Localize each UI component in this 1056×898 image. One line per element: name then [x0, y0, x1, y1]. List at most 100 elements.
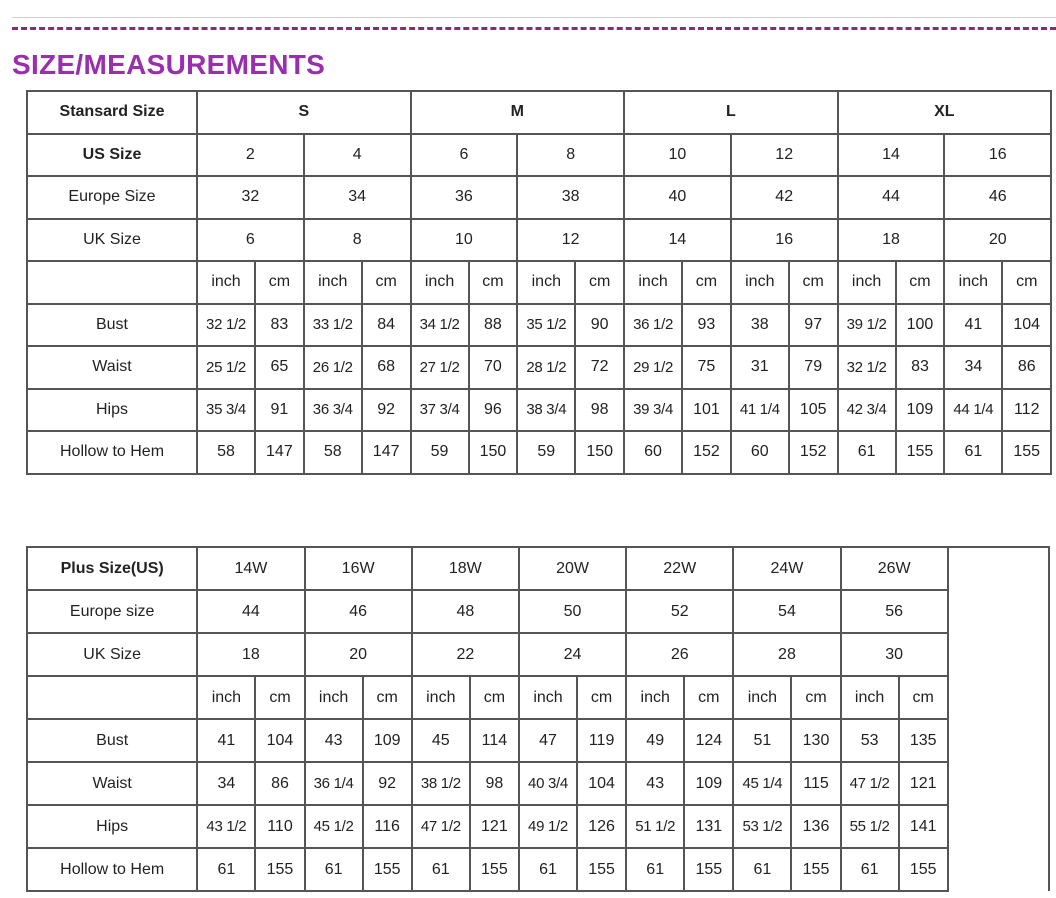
size-cell: 12: [729, 132, 839, 177]
measure-cell: 93: [681, 302, 732, 347]
units-row: inch cm inch cm inch cm inch cm inch cm inch cm inch…: [26, 260, 1053, 305]
measure-cell: 109: [894, 387, 946, 432]
size-cell: 4: [302, 132, 412, 177]
measure-cell: 43: [625, 761, 686, 806]
size-cell: 28: [732, 632, 842, 677]
size-cell: 44: [196, 589, 306, 634]
row-label: Waist: [26, 345, 198, 390]
measure-cell: 47 1/2: [839, 761, 900, 806]
measure-cell: 96: [467, 387, 519, 432]
size-cell: 8: [302, 217, 412, 262]
unit-inch: inch: [625, 675, 686, 720]
measure-cell: 41 1/4: [729, 387, 790, 432]
row-label: Bust: [25, 718, 199, 763]
measure-cell: 101: [681, 387, 732, 432]
measure-cell: 83: [254, 302, 305, 347]
size-cell: 30: [839, 632, 949, 677]
size-row: Europe Size 32 34 36 38 40 42 44 46: [26, 175, 1053, 220]
size-cell: 20: [943, 217, 1053, 262]
unit-inch: inch: [196, 260, 256, 305]
measure-cell: 121: [897, 761, 949, 806]
measure-cell: 47 1/2: [410, 804, 471, 849]
measure-cell: 155: [1001, 430, 1053, 475]
measure-cell: 32 1/2: [196, 302, 256, 347]
measure-cell: 130: [790, 718, 842, 763]
measure-cell: 115: [790, 761, 842, 806]
measure-cell: 43 1/2: [196, 804, 257, 849]
unit-inch: inch: [302, 260, 363, 305]
measure-cell: 68: [360, 345, 412, 390]
measure-cell: 58: [302, 430, 363, 475]
size-cell: 18: [196, 632, 306, 677]
unit-inch: inch: [196, 675, 257, 720]
size-cell: 20: [303, 632, 413, 677]
measure-cell: 84: [360, 302, 412, 347]
measure-cell: 155: [576, 847, 628, 892]
measure-cell: 86: [1001, 345, 1053, 390]
measure-cell: 55 1/2: [839, 804, 900, 849]
measure-cell: 155: [468, 847, 520, 892]
header-label: Stansard Size: [26, 90, 198, 135]
unit-inch: inch: [516, 260, 577, 305]
size-cell: 32: [196, 175, 305, 220]
size-cell: 38: [516, 175, 626, 220]
unit-inch: inch: [836, 260, 897, 305]
measure-cell: 59: [409, 430, 470, 475]
unit-cm: cm: [254, 260, 305, 305]
measure-cell: 91: [254, 387, 305, 432]
measure-cell: 45 1/4: [732, 761, 793, 806]
measure-cell: 36 3/4: [302, 387, 363, 432]
measure-cell: 75: [681, 345, 732, 390]
measure-cell: 109: [361, 718, 413, 763]
plus-size-header: 18W: [410, 546, 520, 591]
measure-cell: 34: [196, 761, 257, 806]
measure-cell: 61: [410, 847, 471, 892]
unit-cm: cm: [574, 260, 626, 305]
measure-cell: 61: [625, 847, 686, 892]
standard-size-table: Stansard Size S M L XL US Size 2 4 6 8 10 12 14 16 Eur…: [26, 90, 1053, 475]
plus-size-header: 26W: [839, 546, 949, 591]
size-cell: 16: [943, 132, 1053, 177]
size-cell: 36: [409, 175, 519, 220]
unit-cm: cm: [790, 675, 842, 720]
measure-cell: 86: [254, 761, 306, 806]
measure-cell: 104: [576, 761, 628, 806]
measure-cell: 98: [574, 387, 626, 432]
plus-size-header: 24W: [732, 546, 842, 591]
measure-cell: 150: [467, 430, 519, 475]
size-cell: 40: [623, 175, 732, 220]
unit-cm: cm: [576, 675, 628, 720]
measure-cell: 38 3/4: [516, 387, 577, 432]
plus-size-header: 16W: [303, 546, 413, 591]
measure-cell: 59: [516, 430, 577, 475]
unit-cm: cm: [361, 675, 413, 720]
size-row: UK Size 18 20 22 24 26 28 30: [25, 632, 1049, 677]
header-label: Plus Size(US): [25, 546, 199, 591]
measure-cell: 40 3/4: [517, 761, 579, 806]
measure-cell: 92: [360, 387, 412, 432]
size-cell: 50: [517, 589, 628, 634]
row-label: Hips: [25, 804, 199, 849]
measure-cell: 65: [254, 345, 305, 390]
unit-inch: inch: [303, 675, 364, 720]
row-label: Waist: [25, 761, 199, 806]
measure-cell: 79: [787, 345, 839, 390]
size-cell: 52: [625, 589, 735, 634]
measurement-row: Hollow to Hem 58 147 58 147 59 150 59 150 60 152 60…: [26, 430, 1053, 475]
unit-cm: cm: [897, 675, 949, 720]
size-cell: 16: [729, 217, 839, 262]
measure-cell: 51: [732, 718, 793, 763]
measurement-row: Hips 43 1/2 110 45 1/2 116 47 1/2 121 49 1/2 126…: [25, 804, 1049, 849]
measure-cell: 90: [574, 302, 626, 347]
measure-cell: 61: [732, 847, 793, 892]
size-group-header: XL: [836, 90, 1053, 135]
measure-cell: 109: [683, 761, 735, 806]
size-row: UK Size 6 8 10 12 14 16 18 20: [26, 217, 1053, 262]
size-cell: 2: [196, 132, 305, 177]
measure-cell: 150: [574, 430, 626, 475]
measure-cell: 42 3/4: [836, 387, 897, 432]
measure-cell: 35 1/2: [516, 302, 577, 347]
unit-cm: cm: [468, 675, 520, 720]
measure-cell: 112: [1001, 387, 1053, 432]
measurement-row: Waist 34 86 36 1/4 92 38 1/2 98 40 3/4 104 43 109 4…: [25, 761, 1049, 806]
